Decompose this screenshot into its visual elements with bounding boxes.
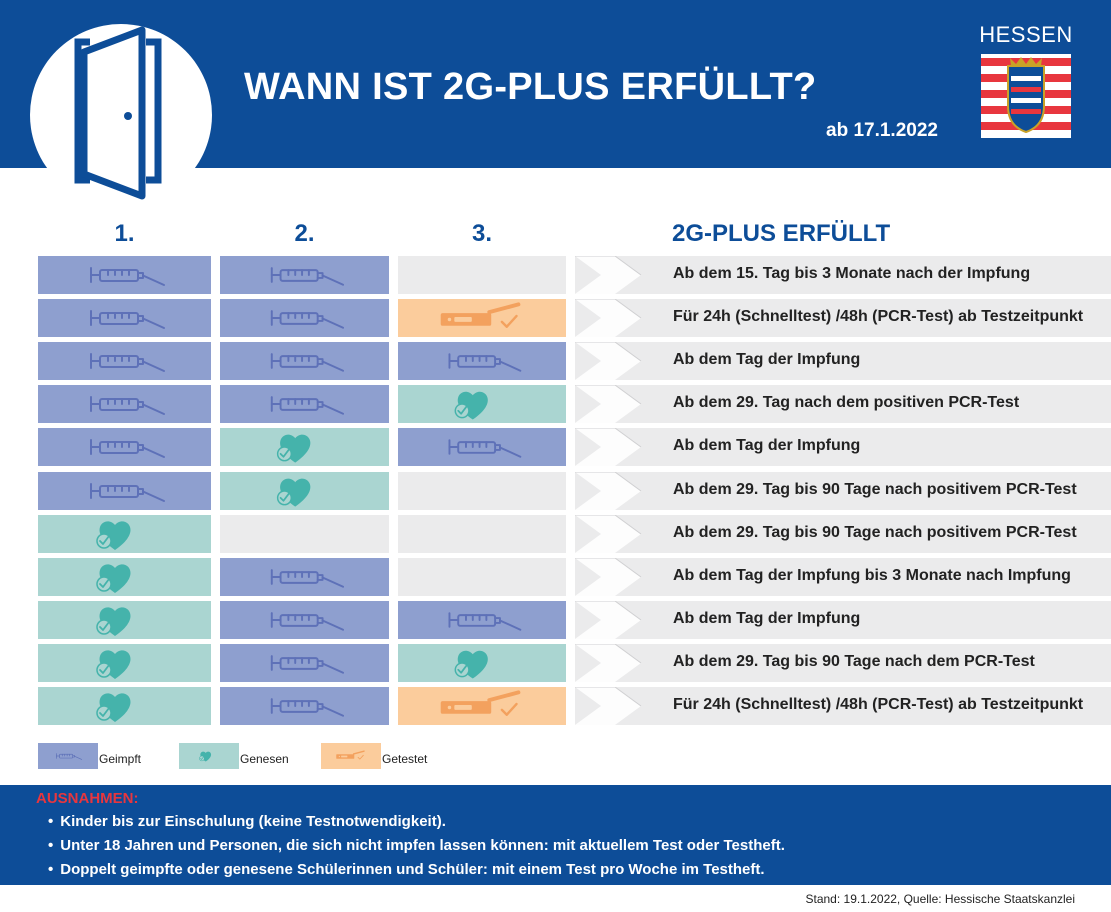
valid-from-date: ab 17.1.2022 (826, 120, 938, 141)
result-column-header: 2G-PLUS ERFÜLLT (672, 220, 891, 247)
status-cell-genesen (398, 385, 566, 424)
status-cell-geimpft (38, 385, 211, 424)
coat-of-arms-icon (981, 54, 1071, 138)
syringe-icon (38, 743, 98, 769)
legend-label: Genesen (240, 752, 289, 766)
status-cell-geimpft (38, 256, 211, 294)
test-strip-icon (321, 743, 381, 769)
result-text: Für 24h (Schnelltest) /48h (PCR-Test) ab… (673, 308, 1084, 326)
result-text: Ab dem 29. Tag bis 90 Tage nach positive… (673, 523, 1077, 541)
legend-item-geimpft: Geimpft (38, 743, 178, 771)
status-cell-geimpft (220, 600, 389, 639)
legend-item-getestet: Getestet (321, 743, 461, 771)
exception-item: Unter 18 Jahren und Personen, die sich n… (48, 834, 785, 858)
result-row: Ab dem Tag der Impfung bis 3 Monate nach… (575, 557, 1111, 596)
status-cell-genesen (398, 643, 566, 682)
column-header-2: 2. (294, 220, 315, 247)
status-cell-getestet (398, 299, 566, 338)
status-cell-geimpft (220, 557, 389, 596)
exceptions-list: Kinder bis zur Einschulung (keine Testno… (48, 810, 785, 882)
result-row: Für 24h (Schnelltest) /48h (PCR-Test) ab… (575, 687, 1111, 725)
status-cell-geimpft (398, 342, 566, 381)
status-cell-geimpft (38, 342, 211, 381)
result-row: Ab dem Tag der Impfung (575, 600, 1111, 639)
status-cell-geimpft (398, 428, 566, 467)
result-text: Ab dem Tag der Impfung bis 3 Monate nach… (673, 566, 1071, 584)
legend-label: Geimpft (99, 752, 142, 766)
result-text: Ab dem Tag der Impfung (673, 437, 861, 455)
status-cell-geimpft (38, 299, 211, 338)
status-cell-geimpft (38, 428, 211, 467)
status-cell-empty (398, 557, 566, 596)
hessen-brand: HESSEN (976, 20, 1076, 142)
result-row: Ab dem 29. Tag bis 90 Tage nach dem PCR-… (575, 643, 1111, 682)
result-row: Für 24h (Schnelltest) /48h (PCR-Test) ab… (575, 299, 1111, 338)
status-cell-geimpft (220, 299, 389, 338)
result-text: Ab dem 15. Tag bis 3 Monate nach der Imp… (673, 265, 1031, 282)
status-cell-genesen (38, 643, 211, 682)
page-title: WANN IST 2G-PLUS ERFÜLLT? (244, 66, 817, 108)
header-banner: WANN IST 2G-PLUS ERFÜLLT? ab 17.1.2022 H… (0, 0, 1111, 206)
status-cell-geimpft (220, 687, 389, 725)
column-header-3: 3. (471, 220, 492, 247)
exceptions-title: AUSNAHMEN: (36, 790, 139, 807)
result-row: Ab dem Tag der Impfung (575, 342, 1111, 381)
legend-item-genesen: Genesen (179, 743, 319, 771)
result-row: Ab dem 15. Tag bis 3 Monate nach der Imp… (575, 256, 1111, 294)
status-cell-genesen (38, 514, 211, 553)
result-row: Ab dem Tag der Impfung (575, 428, 1111, 467)
status-cell-geimpft (38, 471, 211, 510)
status-cell-genesen (38, 687, 211, 725)
status-cell-geimpft (220, 342, 389, 381)
exceptions-panel: AUSNAHMEN: Kinder bis zur Einschulung (k… (0, 785, 1111, 885)
brand-name: HESSEN (979, 22, 1073, 47)
status-cell-geimpft (220, 256, 389, 294)
status-cell-empty (398, 514, 566, 553)
result-text: Ab dem 29. Tag bis 90 Tage nach positive… (673, 480, 1077, 498)
result-text: Ab dem Tag der Impfung (673, 609, 861, 627)
status-cell-genesen (38, 557, 211, 596)
column-header-1: 1. (114, 220, 135, 247)
result-text: Ab dem 29. Tag nach dem positiven PCR-Te… (673, 394, 1020, 412)
status-cell-getestet (398, 687, 566, 725)
legend-label: Getestet (382, 752, 428, 766)
result-row: Ab dem 29. Tag bis 90 Tage nach positive… (575, 514, 1111, 553)
door-logo (30, 24, 212, 206)
exception-item: Doppelt geimpfte oder genesene Schülerin… (48, 858, 785, 882)
status-cell-geimpft (398, 600, 566, 639)
result-text: Für 24h (Schnelltest) /48h (PCR-Test) ab… (673, 696, 1084, 713)
status-cell-genesen (38, 600, 211, 639)
result-row: Ab dem 29. Tag nach dem positiven PCR-Te… (575, 385, 1111, 424)
status-cell-genesen (220, 428, 389, 467)
status-cell-genesen (220, 471, 389, 510)
result-text: Ab dem 29. Tag bis 90 Tage nach dem PCR-… (673, 652, 1035, 670)
status-cell-empty (220, 514, 389, 553)
status-cell-geimpft (220, 643, 389, 682)
status-cell-empty (398, 256, 566, 294)
result-text: Ab dem Tag der Impfung (673, 351, 861, 369)
exception-item: Kinder bis zur Einschulung (keine Testno… (48, 810, 785, 834)
status-cell-geimpft (220, 385, 389, 424)
result-row: Ab dem 29. Tag bis 90 Tage nach positive… (575, 471, 1111, 510)
source-note: Stand: 19.1.2022, Quelle: Hessische Staa… (805, 892, 1076, 906)
status-cell-empty (398, 471, 566, 510)
door-icon (74, 26, 162, 200)
heart-check-icon (179, 743, 239, 769)
